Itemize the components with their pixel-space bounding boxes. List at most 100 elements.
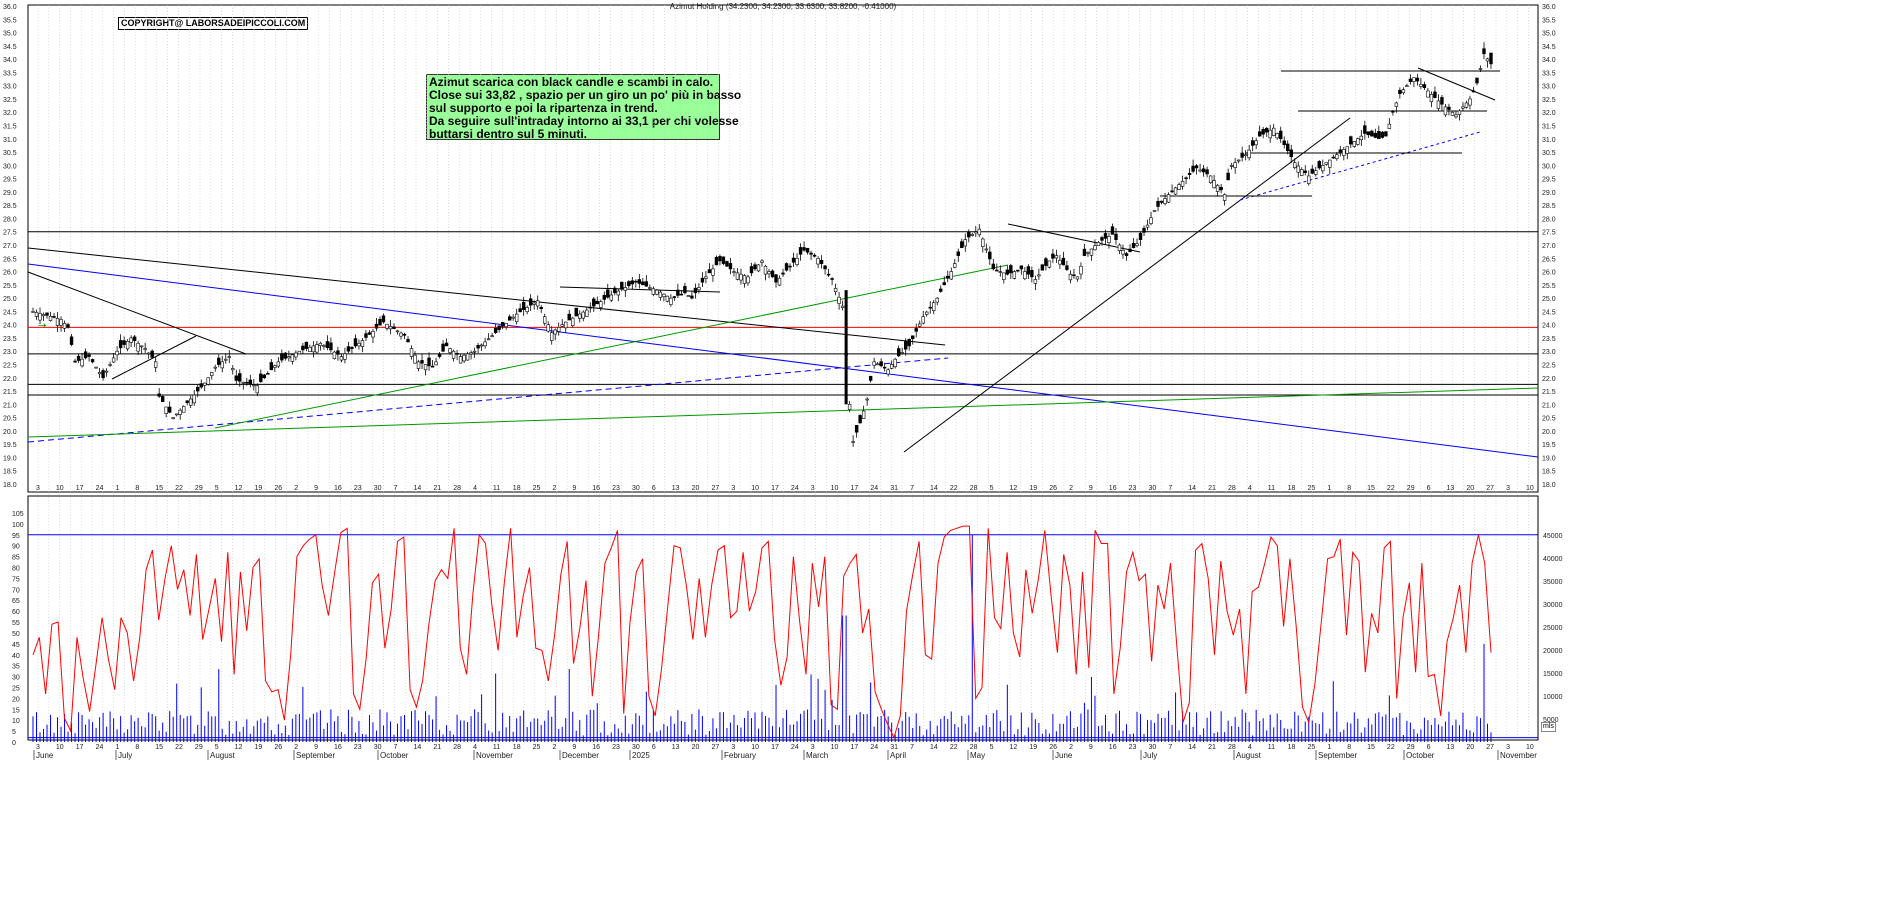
candle-body: [557, 327, 561, 332]
candle-body: [1359, 135, 1364, 140]
x-month-label: September: [1318, 751, 1357, 760]
candle-body: [840, 305, 845, 308]
candle-body: [94, 366, 98, 369]
candle-body: [171, 417, 175, 419]
y-tick-label-right: 35.0: [1542, 31, 1556, 38]
osc-tick-label: 45: [12, 642, 20, 649]
candle-body: [1170, 190, 1174, 193]
x-month-label: April: [890, 751, 906, 760]
y-tick-label-left: 30.0: [3, 163, 17, 170]
candle-body: [1082, 248, 1087, 256]
candle-body: [805, 247, 810, 253]
x-tick-label-bottom: 4: [473, 744, 477, 751]
candle-body: [399, 332, 403, 337]
y-tick-label-right: 27.0: [1542, 243, 1556, 250]
candle-body: [984, 248, 989, 251]
x-tick-label-bottom: 28: [970, 744, 978, 751]
x-tick-label-top: 29: [195, 485, 203, 492]
x-tick-label-bottom: 17: [851, 744, 859, 751]
candle-body: [1342, 149, 1346, 156]
volume-tick-label: 40000: [1543, 556, 1563, 563]
copyright-label: COPYRIGHT@ LABORSADEIPICCOLI.COM: [118, 17, 309, 30]
candle-body: [129, 337, 133, 343]
x-tick-label-top: 5: [215, 485, 219, 492]
x-month-label: September: [296, 751, 335, 760]
x-month-label: February: [724, 751, 756, 760]
x-tick-label-bottom: 21: [1208, 744, 1216, 751]
x-tick-label-top: 4: [473, 485, 477, 492]
candle-body: [953, 263, 957, 268]
x-tick-label-top: 28: [453, 485, 461, 492]
candle-body: [753, 264, 757, 270]
candle-body: [918, 323, 922, 327]
candle-body: [1131, 243, 1136, 248]
osc-tick-label: 60: [12, 609, 20, 616]
candle-body: [1184, 177, 1188, 180]
y-tick-label-left: 36.0: [3, 4, 17, 11]
candle-body: [521, 301, 526, 310]
candle-body: [434, 361, 438, 366]
x-tick-label-bottom: 13: [672, 744, 680, 751]
candle-body: [1387, 123, 1392, 129]
candle-body: [714, 256, 719, 266]
x-tick-label-top: 22: [1387, 485, 1395, 492]
osc-tick-label: 15: [12, 707, 20, 714]
candle-body: [1485, 58, 1490, 62]
candle-body: [609, 294, 613, 301]
candle-body: [1044, 258, 1048, 266]
x-tick-label-bottom: 2: [294, 744, 298, 751]
candle-body: [1005, 269, 1010, 275]
x-tick-label-bottom: 26: [1049, 744, 1057, 751]
candle-body: [80, 358, 84, 367]
y-tick-label-left: 33.5: [3, 70, 17, 77]
x-tick-label-top: 11: [1268, 485, 1275, 492]
x-tick-label-bottom: 9: [1089, 744, 1093, 751]
x-tick-label-bottom: 23: [1129, 744, 1137, 751]
x-tick-label-bottom: 25: [1307, 744, 1315, 751]
candle-body: [87, 354, 91, 357]
candle-body: [1401, 89, 1406, 94]
candle-body: [900, 352, 904, 354]
candle-body: [311, 345, 316, 353]
candle-body: [1422, 84, 1427, 88]
y-tick-label-left: 35.0: [3, 31, 17, 38]
y-tick-label-right: 23.5: [1542, 336, 1556, 343]
candle-body: [809, 252, 813, 255]
candle-body: [238, 373, 242, 382]
candle-body: [1107, 236, 1111, 243]
candle-body: [777, 277, 782, 286]
candle-body: [1159, 200, 1164, 203]
y-tick-label-right: 26.0: [1542, 270, 1556, 277]
candle-body: [854, 425, 859, 433]
comment-line: sul supporto e poi la ripartenza in tren…: [429, 101, 658, 115]
y-tick-label-left: 35.5: [3, 17, 17, 24]
candle-body: [658, 291, 663, 298]
comment-line: Close sui 33,82 , spazio per un giro un …: [429, 88, 742, 102]
candle-body: [472, 350, 477, 353]
candle-body: [118, 340, 123, 349]
candle-body: [111, 357, 116, 363]
x-tick-label-top: 12: [1009, 485, 1017, 492]
candle-body: [458, 356, 463, 364]
candle-body: [224, 358, 228, 361]
candle-body: [62, 323, 67, 329]
candle-body: [823, 265, 827, 270]
candle-body: [108, 364, 112, 366]
candle-body: [546, 324, 550, 332]
candle-body: [76, 355, 81, 361]
x-tick-label-top: 13: [1447, 485, 1455, 492]
candle-body: [385, 323, 389, 329]
candle-body: [220, 361, 224, 369]
x-tick-label-bottom: 18: [1288, 744, 1296, 751]
candle-body: [1016, 269, 1020, 272]
candle-body: [294, 352, 298, 358]
candle-body: [153, 361, 158, 368]
candle-body: [1047, 260, 1052, 268]
candle-body: [437, 354, 442, 357]
candle-body: [1065, 265, 1069, 270]
candle-body: [48, 316, 53, 321]
y-tick-label-left: 28.5: [3, 203, 17, 210]
candle-body: [199, 383, 203, 388]
candle-body: [1464, 102, 1469, 108]
candle-body: [1002, 272, 1006, 280]
